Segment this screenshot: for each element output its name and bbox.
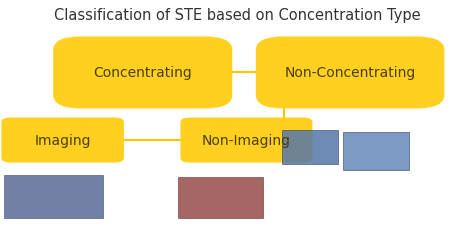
- Text: Imaging: Imaging: [35, 133, 91, 147]
- FancyBboxPatch shape: [178, 178, 263, 218]
- Text: Concentrating: Concentrating: [93, 66, 192, 80]
- FancyBboxPatch shape: [256, 37, 444, 109]
- FancyBboxPatch shape: [181, 118, 312, 163]
- FancyBboxPatch shape: [343, 133, 409, 171]
- Text: Classification of STE based on Concentration Type: Classification of STE based on Concentra…: [54, 8, 420, 23]
- Text: Non-Concentrating: Non-Concentrating: [284, 66, 416, 80]
- FancyBboxPatch shape: [282, 130, 338, 164]
- Text: Non-Imaging: Non-Imaging: [202, 133, 291, 147]
- FancyBboxPatch shape: [53, 37, 232, 109]
- FancyBboxPatch shape: [4, 175, 103, 218]
- FancyBboxPatch shape: [1, 118, 124, 163]
